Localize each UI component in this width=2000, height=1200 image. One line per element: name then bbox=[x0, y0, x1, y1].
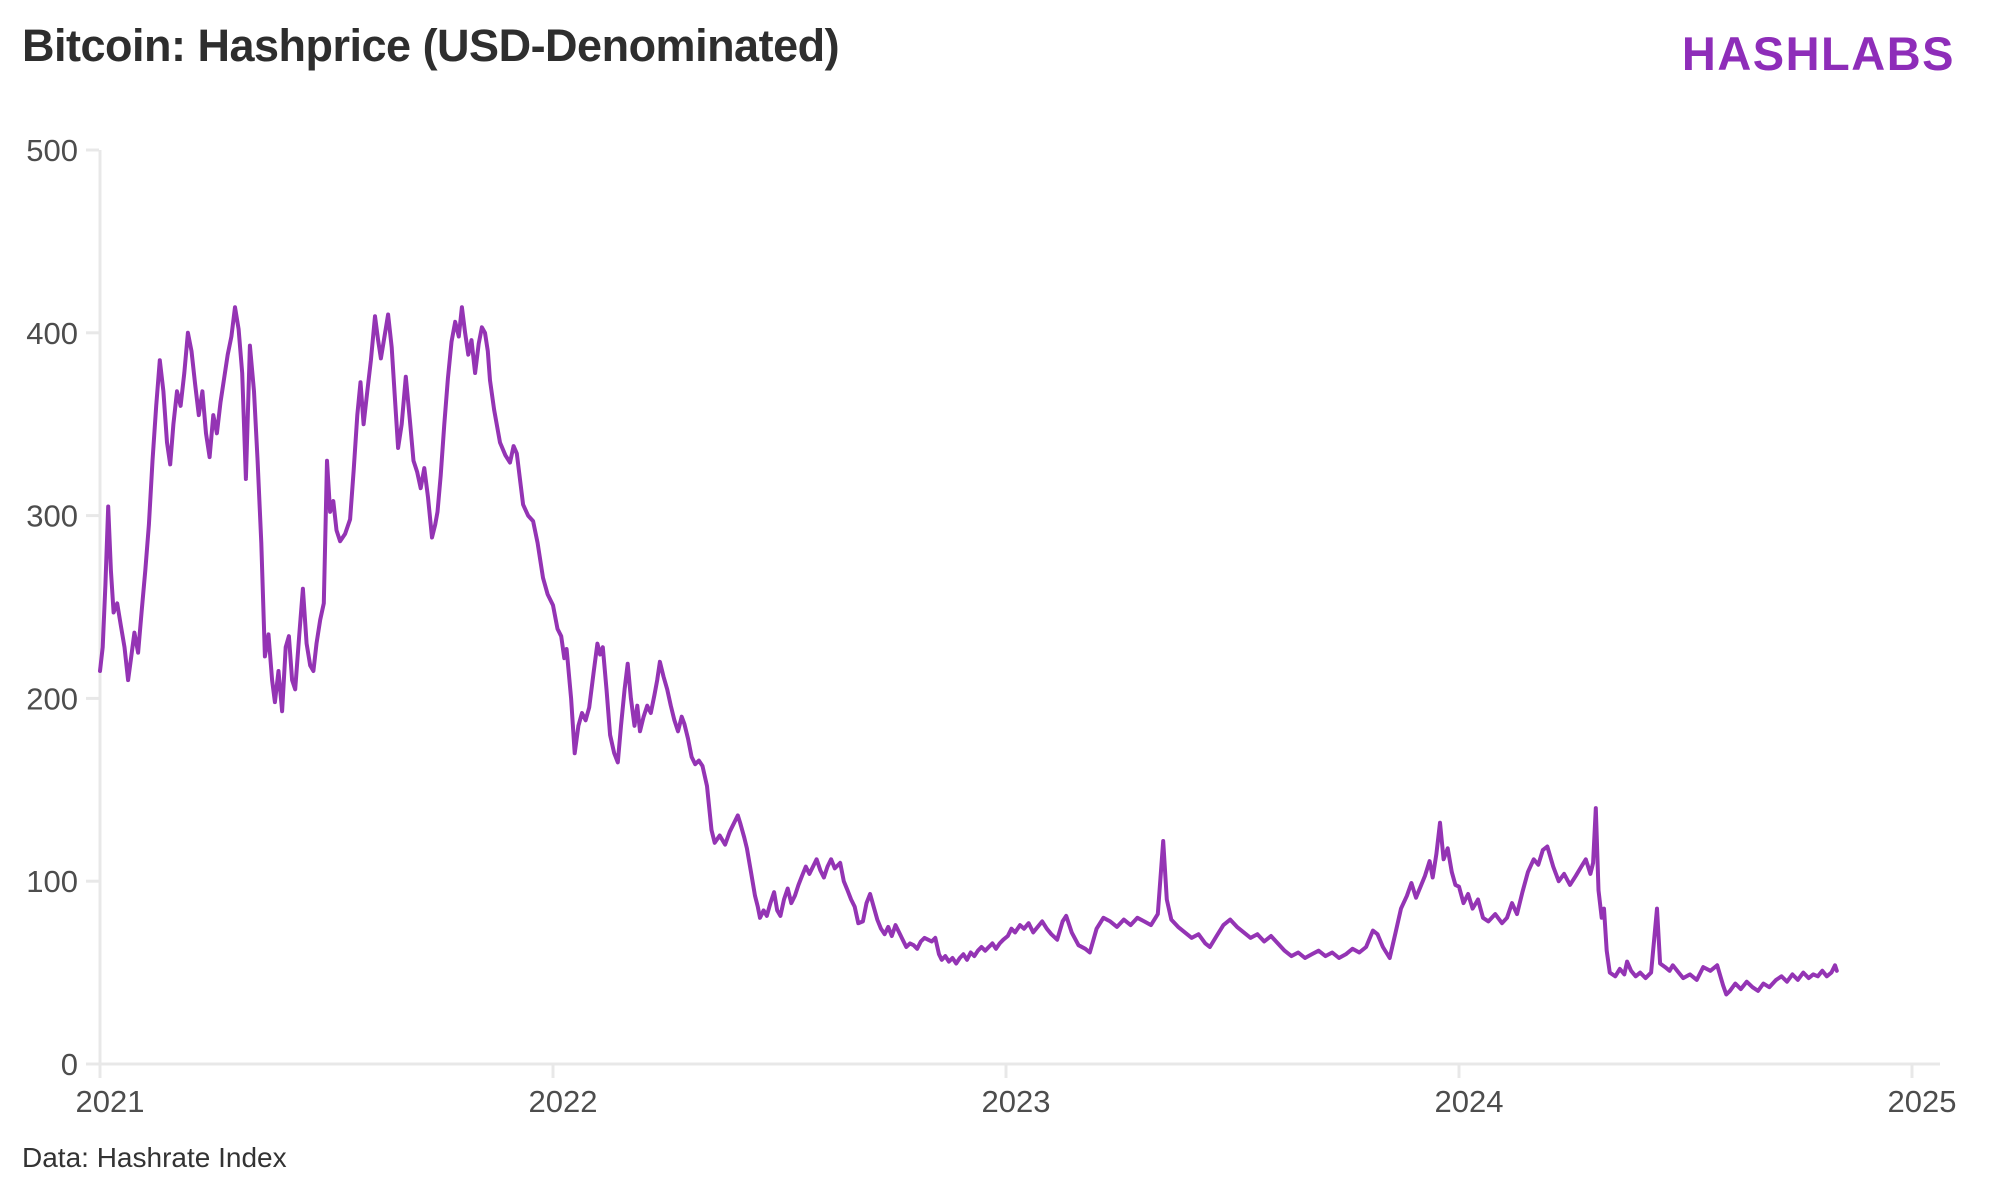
x-tick-label: 2024 bbox=[1435, 1084, 1504, 1119]
x-tick-label: 2022 bbox=[529, 1084, 598, 1119]
y-tick-label: 100 bbox=[26, 864, 78, 899]
y-tick-label: 400 bbox=[26, 316, 78, 351]
chart-title: Bitcoin: Hashprice (USD-Denominated) bbox=[22, 20, 840, 71]
y-tick-label: 0 bbox=[61, 1047, 78, 1082]
hashlabs-logo: HASHLABS bbox=[1681, 27, 1955, 80]
x-tick-label: 2021 bbox=[76, 1084, 145, 1119]
y-tick-label: 200 bbox=[26, 681, 78, 716]
hashprice-line bbox=[98, 305, 1839, 997]
x-tick-label: 2023 bbox=[982, 1084, 1051, 1119]
data-source-note: Data: Hashrate Index bbox=[22, 1142, 287, 1173]
y-tick-label: 500 bbox=[26, 133, 78, 168]
y-tick-label: 300 bbox=[26, 499, 78, 534]
x-tick-label: 2025 bbox=[1888, 1084, 1957, 1119]
